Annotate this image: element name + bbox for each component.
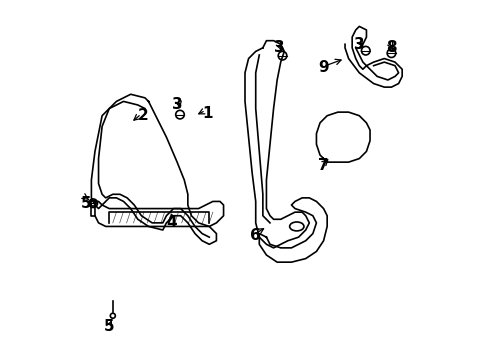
Text: 3: 3 — [172, 98, 182, 112]
Text: 6: 6 — [250, 228, 261, 243]
Text: 9: 9 — [318, 60, 329, 75]
Polygon shape — [259, 198, 327, 262]
Text: 1: 1 — [202, 107, 213, 121]
Text: 3: 3 — [273, 40, 284, 55]
Text: 5: 5 — [104, 319, 115, 334]
Polygon shape — [317, 112, 370, 162]
Text: 7: 7 — [318, 158, 329, 173]
Polygon shape — [95, 202, 223, 226]
Polygon shape — [245, 41, 309, 248]
Text: 4: 4 — [167, 215, 177, 230]
Text: 8: 8 — [386, 40, 397, 55]
Text: 3: 3 — [354, 37, 365, 52]
Polygon shape — [345, 26, 402, 87]
Text: 2: 2 — [138, 108, 148, 123]
Text: 5: 5 — [81, 196, 91, 211]
